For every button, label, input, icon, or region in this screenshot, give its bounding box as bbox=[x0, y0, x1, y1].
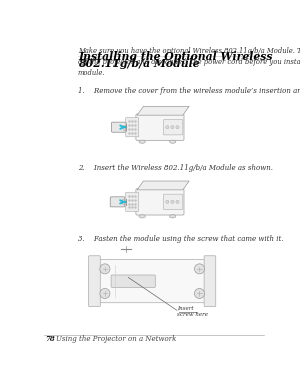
FancyBboxPatch shape bbox=[126, 118, 139, 137]
Circle shape bbox=[166, 200, 169, 203]
Bar bbox=[122, 199, 124, 204]
FancyBboxPatch shape bbox=[136, 114, 184, 141]
Text: 78: 78 bbox=[45, 335, 55, 343]
Circle shape bbox=[171, 200, 174, 203]
Text: 3.  Fasten the module using the screw that came with it.: 3. Fasten the module using the screw tha… bbox=[78, 235, 284, 243]
Circle shape bbox=[176, 200, 179, 203]
Circle shape bbox=[100, 264, 110, 274]
FancyBboxPatch shape bbox=[89, 256, 100, 306]
Circle shape bbox=[176, 125, 179, 129]
FancyBboxPatch shape bbox=[164, 119, 183, 135]
Circle shape bbox=[194, 288, 205, 298]
Circle shape bbox=[166, 125, 169, 129]
FancyBboxPatch shape bbox=[164, 194, 183, 210]
FancyBboxPatch shape bbox=[112, 122, 126, 132]
Text: Using the Projector on a Network: Using the Projector on a Network bbox=[56, 335, 176, 343]
Text: Installing the Optional Wireless: Installing the Optional Wireless bbox=[78, 51, 272, 62]
Text: 2.  Insert the Wireless 802.11g/b/a Module as shown.: 2. Insert the Wireless 802.11g/b/a Modul… bbox=[78, 164, 273, 171]
FancyBboxPatch shape bbox=[96, 260, 208, 303]
Circle shape bbox=[100, 288, 110, 298]
Ellipse shape bbox=[169, 140, 176, 143]
Ellipse shape bbox=[169, 215, 176, 218]
Ellipse shape bbox=[139, 215, 145, 218]
FancyBboxPatch shape bbox=[136, 189, 184, 215]
FancyBboxPatch shape bbox=[110, 197, 125, 207]
Polygon shape bbox=[137, 181, 189, 190]
Circle shape bbox=[194, 264, 205, 274]
Polygon shape bbox=[137, 106, 189, 115]
FancyBboxPatch shape bbox=[111, 275, 155, 287]
Text: 802.11g/b/a Module: 802.11g/b/a Module bbox=[78, 58, 200, 69]
FancyBboxPatch shape bbox=[204, 256, 216, 306]
Text: 1.  Remove the cover from the wireless module’s insertion area.: 1. Remove the cover from the wireless mo… bbox=[78, 86, 300, 95]
FancyBboxPatch shape bbox=[126, 192, 139, 212]
Circle shape bbox=[171, 125, 174, 129]
Bar bbox=[123, 125, 125, 130]
Text: Insert
screw here: Insert screw here bbox=[177, 306, 208, 317]
Text: Make sure you have the optional Wireless 802.11g/b/a Module. Turn
off the projec: Make sure you have the optional Wireless… bbox=[78, 47, 300, 77]
Ellipse shape bbox=[139, 140, 145, 143]
